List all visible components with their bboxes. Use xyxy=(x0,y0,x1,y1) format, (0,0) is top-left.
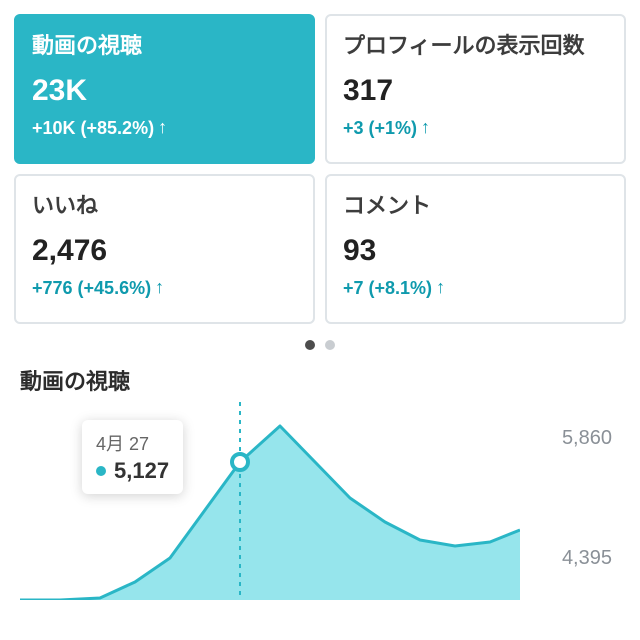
metric-delta: +3 (+1%)↑ xyxy=(343,118,608,139)
metric-card-2[interactable]: いいね 2,476 +776 (+45.6%)↑ xyxy=(14,174,315,324)
metric-label: 動画の視聴 xyxy=(32,32,297,60)
arrow-up-icon: ↑ xyxy=(421,118,430,136)
metric-value: 2,476 xyxy=(32,234,297,268)
chart-area: 5,860 4,395 4月 275,127 xyxy=(0,402,640,600)
chart-tooltip: 4月 275,127 xyxy=(82,420,183,494)
chart-title: 動画の視聴 xyxy=(0,362,640,402)
tooltip-date: 4月 27 xyxy=(96,430,169,456)
page-dot-1[interactable] xyxy=(325,340,335,350)
metric-value: 93 xyxy=(343,234,608,268)
arrow-up-icon: ↑ xyxy=(158,118,167,136)
metric-cards-grid: 動画の視聴 23K +10K (+85.2%)↑ プロフィールの表示回数 317 +3 (… xyxy=(0,0,640,330)
metric-card-1[interactable]: プロフィールの表示回数 317 +3 (+1%)↑ xyxy=(325,14,626,164)
metric-delta: +7 (+8.1%)↑ xyxy=(343,278,608,299)
arrow-up-icon: ↑ xyxy=(436,278,445,296)
arrow-up-icon: ↑ xyxy=(155,278,164,296)
metric-card-0[interactable]: 動画の視聴 23K +10K (+85.2%)↑ xyxy=(14,14,315,164)
metric-value: 317 xyxy=(343,74,608,108)
metric-card-3[interactable]: コメント 93 +7 (+8.1%)↑ xyxy=(325,174,626,324)
metric-delta: +776 (+45.6%)↑ xyxy=(32,278,297,299)
metric-label: いいね xyxy=(32,192,297,220)
tooltip-series-dot-icon xyxy=(96,466,106,476)
metric-label: プロフィールの表示回数 xyxy=(343,32,608,60)
tooltip-value: 5,127 xyxy=(114,458,169,484)
metric-delta: +10K (+85.2%)↑ xyxy=(32,118,297,139)
page-dot-0[interactable] xyxy=(305,340,315,350)
metric-label: コメント xyxy=(343,192,608,220)
y-axis-label-0: 5,860 xyxy=(562,427,612,450)
y-axis-label-1: 4,395 xyxy=(562,547,612,570)
metric-value: 23K xyxy=(32,74,297,108)
page-indicator xyxy=(0,330,640,362)
